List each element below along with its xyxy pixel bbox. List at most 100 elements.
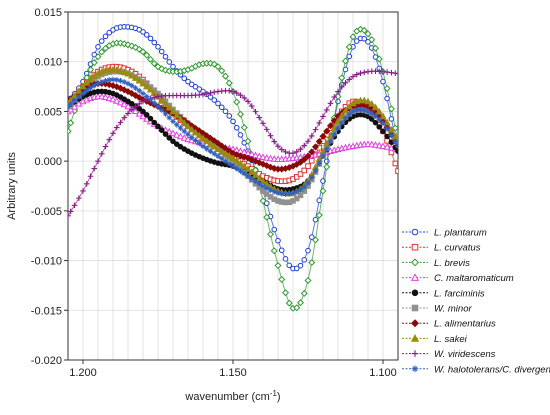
y-tick-label: -0.020: [31, 355, 62, 367]
y-tick-label: 0.010: [34, 57, 62, 69]
data-point: [357, 106, 364, 113]
data-point: [267, 187, 274, 193]
data-point: [237, 92, 244, 98]
data-point: [296, 158, 305, 166]
data-point: [278, 190, 285, 197]
data-point: [241, 170, 248, 177]
data-point: [353, 38, 360, 44]
data-point: [349, 33, 357, 41]
data-point: [173, 131, 181, 138]
data-point: [327, 138, 334, 145]
data-point: [323, 163, 331, 171]
data-point: [215, 100, 221, 107]
data-point: [335, 88, 341, 95]
data-point: [361, 69, 368, 76]
legend-item: L. plantarum: [402, 228, 487, 239]
data-point: [278, 247, 285, 254]
data-point: [361, 107, 368, 113]
data-point: [185, 78, 191, 85]
data-point: [357, 70, 364, 77]
data-point: [371, 103, 380, 111]
data-point: [338, 111, 346, 119]
data-point: [392, 139, 398, 145]
data-point: [383, 143, 391, 150]
data-point: [338, 74, 346, 82]
y-tick-label: -0.005: [31, 206, 62, 218]
data-point: [285, 299, 293, 307]
data-point: [214, 145, 222, 153]
data-point: [188, 134, 195, 141]
data-point: [411, 304, 419, 312]
data-point: [166, 135, 173, 141]
data-point: [68, 127, 72, 135]
data-point: [143, 93, 150, 100]
data-point: [248, 168, 256, 175]
data-point: [304, 152, 312, 160]
data-point: [271, 188, 278, 195]
data-point: [392, 160, 398, 167]
data-point: [411, 365, 419, 373]
data-point: [364, 30, 372, 38]
data-point: [360, 96, 368, 104]
data-point: [326, 122, 335, 130]
data-point: [124, 69, 132, 77]
data-point: [263, 191, 270, 197]
data-point: [251, 151, 260, 159]
data-point: [376, 116, 383, 123]
data-point: [143, 112, 150, 118]
data-point: [293, 188, 300, 195]
data-point: [177, 125, 184, 131]
data-point: [316, 160, 323, 167]
data-point: [388, 69, 395, 76]
legend-label: W. viridescens: [434, 349, 496, 360]
data-point: [211, 89, 218, 95]
data-point: [346, 111, 353, 118]
data-point: [117, 119, 124, 126]
data-point: [125, 110, 131, 117]
data-point: [158, 127, 165, 133]
data-point: [151, 39, 158, 46]
data-point: [286, 262, 293, 269]
data-point: [86, 75, 95, 83]
data-point: [229, 154, 237, 161]
data-point: [169, 107, 177, 115]
data-point: [278, 275, 286, 283]
series-w-halotolerans-c-divergens: [68, 76, 398, 197]
data-point: [259, 160, 267, 168]
data-point: [384, 69, 390, 75]
data-point: [181, 128, 188, 134]
data-point: [248, 103, 255, 109]
data-point: [251, 171, 260, 178]
data-point: [86, 66, 95, 74]
data-point: [128, 82, 135, 89]
data-point: [323, 107, 330, 113]
data-point: [121, 114, 128, 121]
data-point: [68, 101, 74, 107]
data-point: [255, 152, 263, 160]
data-point: [334, 117, 342, 125]
data-point: [293, 265, 300, 272]
data-point: [191, 128, 200, 136]
data-point: [120, 68, 128, 75]
data-point: [297, 186, 304, 193]
data-point: [323, 158, 330, 165]
data-point: [155, 103, 161, 110]
data-point: [218, 155, 225, 162]
legend-item: L. sakei: [402, 334, 468, 345]
data-point: [140, 98, 146, 105]
data-point: [143, 31, 150, 38]
data-point: [95, 80, 101, 87]
data-point: [91, 51, 98, 58]
data-point: [323, 146, 330, 152]
data-point: [128, 71, 136, 79]
data-point: [110, 76, 116, 83]
data-point: [218, 104, 225, 111]
data-point: [290, 190, 296, 196]
legend-label: W. halotolerans/C. divergens: [434, 364, 550, 375]
data-point: [128, 106, 135, 113]
data-point: [226, 113, 233, 119]
data-point: [282, 256, 289, 262]
data-point: [214, 63, 222, 71]
data-point: [411, 243, 419, 251]
data-point: [233, 98, 241, 106]
